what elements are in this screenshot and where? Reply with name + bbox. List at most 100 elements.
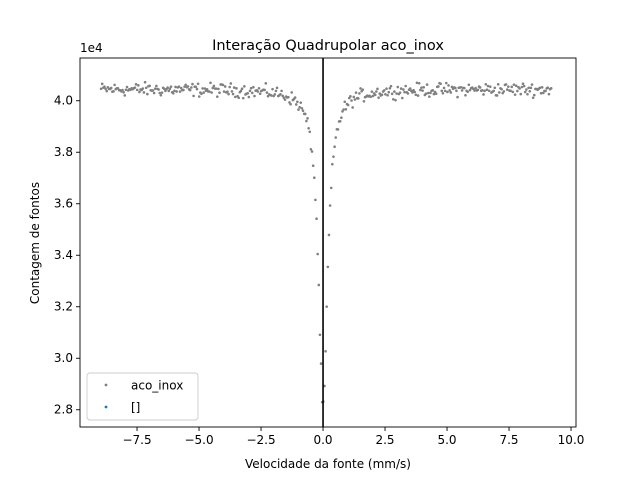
data-point [221,83,225,87]
data-point [234,95,237,99]
data-point [474,86,477,90]
data-point [227,92,230,96]
data-point [137,84,140,87]
data-point [152,91,156,95]
data-point [231,92,235,96]
x-tick-label: −5.0 [184,433,213,447]
x-tick-label: −7.5 [122,433,151,447]
data-point [305,119,308,123]
data-point [504,83,508,86]
data-point [273,93,277,96]
data-point [104,87,107,91]
data-point [237,96,241,100]
data-point [100,82,104,86]
data-point [375,90,378,93]
data-point [398,91,402,94]
data-point [354,91,358,94]
data-point [192,94,195,98]
data-point [377,96,380,99]
data-point [168,87,172,91]
data-point [229,82,233,85]
data-point [253,94,256,98]
data-point [495,94,499,97]
data-point [456,95,459,99]
data-point [240,87,244,90]
legend-marker [104,383,108,387]
data-point [484,82,488,86]
data-point [507,85,510,88]
data-point [431,89,435,92]
data-point [346,103,350,107]
data-point [232,86,236,89]
data-point [125,85,129,89]
y-tick-label: 2.8 [54,403,73,417]
data-point [448,89,451,92]
data-point [143,80,147,84]
data-point [396,85,400,89]
data-point [309,147,313,151]
x-tick-label: −2.5 [246,433,275,447]
data-point [123,94,127,97]
data-point [113,83,116,87]
y-tick-label: 3.0 [54,351,73,365]
data-point [432,92,436,96]
y-tick-label: 3.4 [54,248,73,262]
data-point [509,89,512,93]
data-point [420,86,423,89]
data-point [531,96,535,100]
data-point [520,85,524,89]
data-point [362,100,366,103]
data-point [459,85,463,89]
data-point [498,91,501,94]
data-point [390,92,394,96]
data-point [103,85,106,89]
data-point [505,88,509,91]
x-tick-label: 10.0 [558,433,585,447]
data-point [417,81,421,85]
data-point [208,90,211,93]
data-point [287,95,290,99]
data-point [342,108,345,111]
data-point [239,89,243,93]
data-point [293,96,297,99]
data-point [514,84,518,88]
data-point [529,86,533,90]
data-point [538,86,542,90]
data-point [408,87,412,90]
data-point [218,91,221,95]
y-offset-label: 1e4 [80,41,103,55]
data-point [175,90,178,93]
data-point [439,82,442,86]
data-point [158,91,162,95]
data-point [527,86,530,90]
data-point [467,83,471,87]
data-point [151,89,155,92]
data-point [289,102,292,106]
data-point [155,84,158,88]
data-point [443,89,447,93]
data-point [191,82,194,86]
data-point [228,85,231,89]
data-point [488,85,492,88]
data-point [235,87,238,90]
legend-label: aco_inox [131,379,183,393]
data-point [370,90,374,93]
data-point [340,116,343,120]
data-point [211,86,215,90]
data-point [177,85,181,89]
legend-box [86,372,199,421]
data-point [271,87,274,91]
data-point [466,90,470,94]
x-tick-label: 7.5 [499,433,518,447]
data-point [249,86,253,90]
data-point [312,176,316,179]
data-point [523,90,527,94]
data-point [329,186,333,190]
data-point [511,90,515,94]
data-point [351,106,354,109]
data-point [294,103,298,106]
data-point [326,265,330,269]
data-point [356,97,360,100]
data-point [502,90,506,93]
data-point [201,87,204,90]
